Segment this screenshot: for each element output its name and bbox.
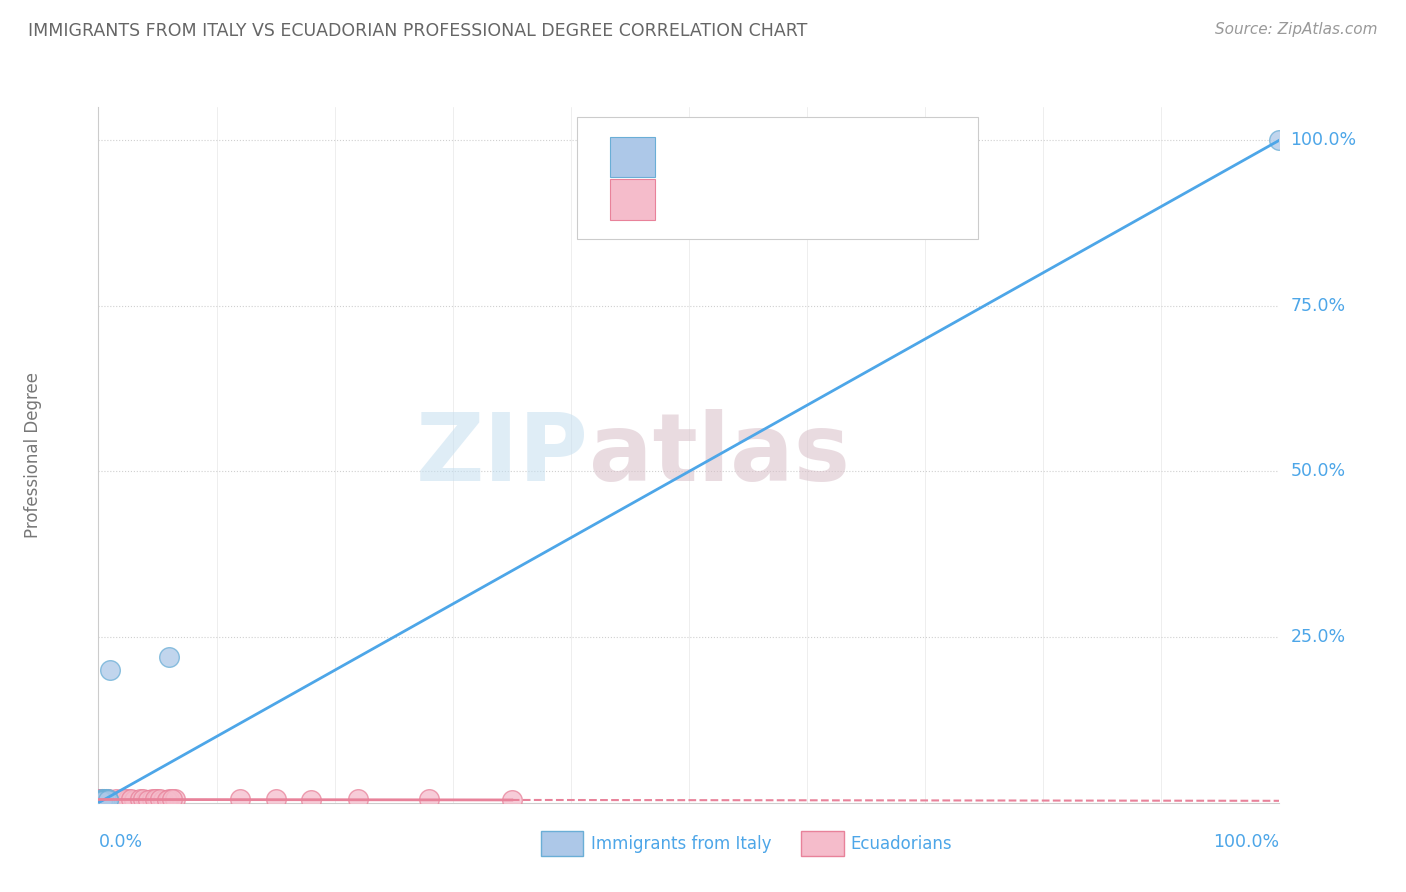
Text: ZIP: ZIP (416, 409, 589, 501)
Point (157, 792, 180, 806)
Point (91, 793, 114, 807)
Point (156, 793, 179, 807)
Point (91, 793, 114, 807)
Point (91, 793, 114, 807)
Point (93, 792, 115, 806)
Point (89, 795, 111, 809)
Point (146, 792, 169, 806)
Point (91, 794, 114, 808)
Point (91, 793, 114, 807)
Point (90, 794, 112, 808)
Point (122, 793, 145, 807)
Point (96, 794, 118, 808)
Point (97, 793, 120, 807)
Text: 100.0%: 100.0% (1213, 833, 1279, 851)
Point (94, 793, 117, 807)
Point (91, 794, 114, 808)
Point (91, 792, 114, 806)
Point (96, 793, 118, 807)
Text: Immigrants from Italy: Immigrants from Italy (591, 835, 770, 853)
Point (91, 794, 114, 808)
Text: R = -0.075   N = 56: R = -0.075 N = 56 (685, 191, 846, 209)
Point (117, 792, 139, 806)
Text: R =  0.969   N = 24: R = 0.969 N = 24 (685, 148, 846, 166)
Text: 50.0%: 50.0% (1291, 462, 1346, 481)
Point (91, 794, 114, 808)
Point (97, 792, 120, 806)
Point (128, 792, 150, 806)
Point (136, 793, 159, 807)
Point (94, 792, 117, 806)
Point (94, 792, 117, 806)
Point (132, 792, 155, 806)
Text: 0.0%: 0.0% (98, 833, 142, 851)
Point (93, 794, 115, 808)
Point (121, 792, 143, 806)
Point (94, 793, 117, 807)
Point (111, 792, 134, 806)
Text: IMMIGRANTS FROM ITALY VS ECUADORIAN PROFESSIONAL DEGREE CORRELATION CHART: IMMIGRANTS FROM ITALY VS ECUADORIAN PROF… (28, 22, 807, 40)
Bar (610, 137, 655, 178)
Text: Ecuadorians: Ecuadorians (851, 835, 952, 853)
Point (90, 792, 112, 806)
Point (108, 793, 131, 807)
Point (143, 792, 166, 806)
Point (93, 793, 115, 807)
Point (91, 792, 114, 806)
Point (91, 795, 114, 809)
Point (91, 794, 114, 808)
Point (93, 793, 115, 807)
Point (93, 793, 115, 807)
Point (1268, 133, 1291, 147)
Point (160, 792, 183, 806)
Point (112, 792, 135, 806)
Point (135, 793, 157, 807)
Point (418, 792, 440, 806)
Point (165, 792, 187, 806)
Point (96, 794, 118, 808)
Point (157, 650, 180, 665)
Point (90, 793, 112, 807)
Text: 100.0%: 100.0% (1291, 131, 1357, 149)
Text: 25.0%: 25.0% (1291, 628, 1346, 646)
Point (91, 793, 114, 807)
Point (152, 793, 174, 807)
Point (91, 794, 114, 808)
Point (94, 794, 117, 808)
Point (229, 792, 252, 806)
Point (91, 795, 114, 809)
Point (91, 795, 114, 809)
Point (93, 792, 115, 806)
Text: 75.0%: 75.0% (1291, 297, 1346, 315)
Point (93, 792, 115, 806)
Point (105, 792, 128, 806)
Text: Professional Degree: Professional Degree (24, 372, 42, 538)
Point (141, 792, 163, 806)
FancyBboxPatch shape (576, 118, 979, 239)
Point (93, 794, 115, 808)
Point (89, 792, 111, 806)
Point (91, 792, 114, 806)
Point (91, 792, 114, 806)
Point (347, 792, 370, 806)
Text: atlas: atlas (589, 409, 849, 501)
Point (149, 792, 172, 806)
Point (90, 792, 112, 806)
Text: Source: ZipAtlas.com: Source: ZipAtlas.com (1215, 22, 1378, 37)
Point (501, 793, 523, 807)
Point (97, 792, 120, 806)
Point (264, 792, 287, 806)
Point (91, 792, 114, 806)
Point (299, 793, 322, 807)
Point (96, 792, 118, 806)
Point (98, 663, 121, 677)
Point (94, 794, 117, 808)
Point (93, 794, 115, 808)
Point (91, 792, 114, 806)
Point (91, 792, 114, 806)
Point (93, 793, 115, 807)
Point (94, 792, 117, 806)
Bar (610, 179, 655, 219)
